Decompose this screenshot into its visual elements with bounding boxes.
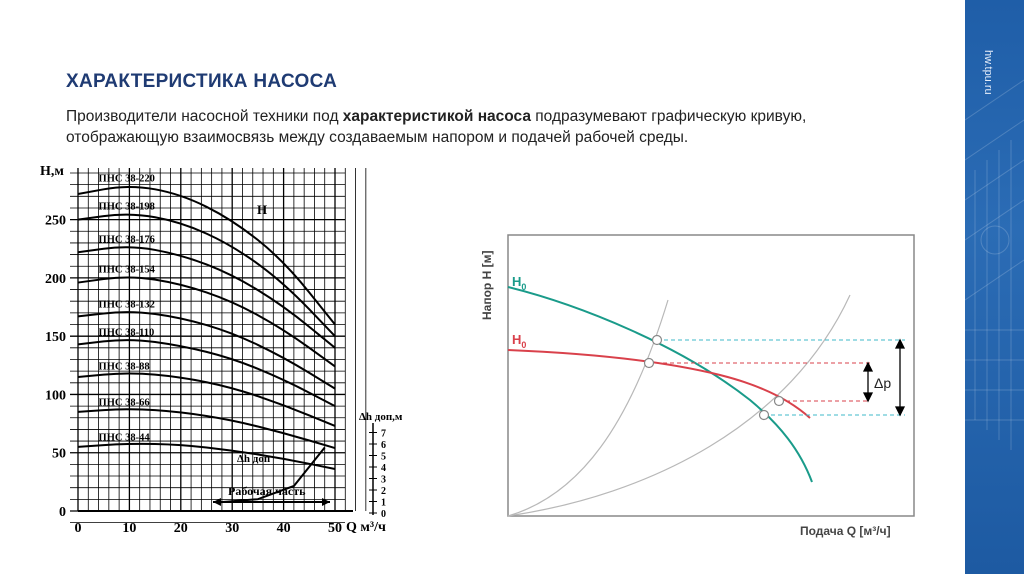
dashed-levels	[649, 339, 905, 416]
series-label: ПНС 38-198	[99, 202, 155, 213]
series-label: ПНС 38-176	[99, 234, 155, 245]
pump-curve-5	[77, 339, 336, 407]
delta-arrows	[862, 338, 906, 417]
pump-curves	[77, 185, 336, 504]
building-pattern	[965, 79, 1024, 450]
side-band	[965, 0, 1024, 574]
pump-curve-2	[77, 246, 336, 349]
x-axis-label: Q м³/ч	[346, 520, 386, 535]
pump-curve-6	[77, 372, 336, 427]
plot-frame	[507, 234, 915, 517]
description-bold: характеристикой насоса	[342, 108, 531, 125]
npsh-axis-label: Δh доп,м	[359, 411, 403, 423]
series-label: ПНС 38-88	[99, 361, 150, 372]
y-tick-label: 150	[45, 330, 66, 345]
delta-p-label: Δp	[874, 375, 891, 391]
teal-curve-label-sub: 0	[521, 282, 526, 292]
x-tick-label: 50	[328, 521, 342, 536]
pump-curve-3	[77, 276, 336, 368]
site-url-text: hw.tpu.ru	[982, 50, 994, 95]
series-labels: ПНС 38-220 ПНС 38-198 ПНС 38-176 ПНС 38-154…	[99, 174, 156, 444]
teal-curve-label: H0	[512, 274, 526, 292]
curve-label-h: Н	[257, 202, 267, 217]
x-tick-label: 40	[277, 521, 291, 536]
system-curve-1	[507, 299, 669, 517]
series-label: ПНС 38-66	[99, 397, 150, 408]
description-part2: подразумевают графическую кривую, отобра…	[66, 108, 807, 146]
y-tick-labels: 0 50 100 150 200 250	[45, 214, 66, 520]
series-label: ПНС 38-220	[99, 174, 155, 185]
right-x-axis-label: Подача Q [м³/ч]	[800, 524, 891, 538]
y-tick-label: 250	[45, 214, 66, 229]
series-label: ПНС 38-110	[99, 328, 155, 339]
npsh-curve-label: Δh доп	[237, 453, 271, 465]
series-label: ПНС 38-132	[99, 300, 155, 311]
teal-curve-label-h: H	[512, 274, 521, 289]
page-title: ХАРАКТЕРИСТИКА НАСОСА	[66, 71, 338, 92]
pump-curve-1	[77, 213, 336, 337]
pump-system-chart: Δp H0 H0 Напор Н [м] Подача Q [м³/ч]	[480, 234, 915, 538]
x-tick-label: 20	[174, 521, 188, 536]
y-tick-label: 200	[45, 272, 66, 287]
x-tick-label: 10	[122, 521, 136, 536]
working-range-arrow	[213, 498, 330, 506]
description-part1: Производители насосной техники под	[66, 108, 343, 125]
series-label: ПНС 38-154	[99, 265, 156, 276]
npsh-tick-label: 4	[381, 463, 386, 474]
npsh-tick-label: 7	[381, 429, 386, 440]
system-curve-2	[507, 294, 851, 517]
x-tick-label: 0	[75, 521, 82, 536]
pump-curve-4	[77, 311, 336, 390]
series-label: ПНС 38-44	[99, 432, 151, 443]
pump-curve-7	[77, 408, 336, 450]
npsh-tick-label: 6	[381, 440, 386, 451]
x-tick-labels: 0 10 20 30 40 50	[75, 521, 343, 536]
pump-family-chart: ПНС 38-220 ПНС 38-198 ПНС 38-176 ПНС 38-154…	[40, 164, 403, 536]
working-range-label: Рабочая часть	[228, 484, 306, 498]
red-curve-label: H0	[512, 332, 526, 350]
npsh-tick-label: 3	[381, 475, 386, 486]
pump-curve-0	[77, 185, 336, 326]
npsh-curve	[216, 446, 326, 504]
y-tick-label: 50	[52, 447, 66, 462]
x-tick-label: 30	[225, 521, 239, 536]
pump-curve-teal	[507, 286, 813, 483]
y-tick-label: 100	[45, 388, 66, 403]
y-axis-label: Н,м	[40, 164, 64, 179]
intersection-points	[643, 334, 785, 421]
npsh-tick-label: 0	[381, 509, 386, 520]
npsh-tick-label: 5	[381, 452, 386, 463]
pump-curve-red	[507, 349, 811, 419]
red-curve-label-sub: 0	[521, 340, 526, 350]
y-tick-label: 0	[59, 505, 66, 520]
description-text: Производители насосной техники под харак…	[66, 106, 906, 148]
npsh-tick-label: 2	[381, 486, 386, 497]
pump-curve-8	[77, 442, 336, 471]
right-y-axis-label: Напор Н [м]	[480, 251, 494, 320]
red-curve-label-h: H	[512, 332, 521, 347]
chart-grid	[70, 168, 367, 524]
npsh-tick-label: 1	[381, 498, 386, 509]
